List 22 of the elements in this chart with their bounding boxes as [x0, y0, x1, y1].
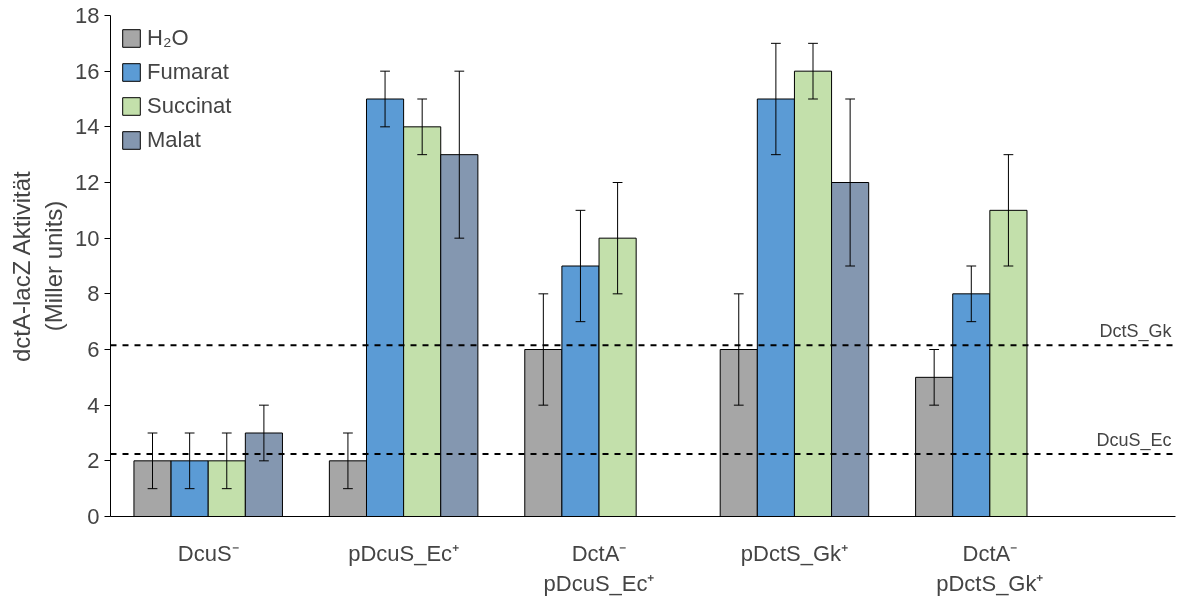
x-tick-label: DcuS⁻	[177, 540, 239, 566]
y-tick-label: 18	[75, 3, 100, 28]
x-tick-label: pDcuS_Ec⁺	[348, 540, 460, 566]
y-tick-label: 8	[87, 281, 100, 307]
y-tick-label: 16	[75, 58, 100, 84]
y-axis-title: dctA-lacZ Aktivität (Miller units)	[7, 170, 68, 363]
legend-label: Succinat	[147, 93, 232, 119]
y-tick-label: 2	[87, 448, 100, 474]
legend-label: H₂O	[147, 25, 189, 51]
y-tick-label: 4	[87, 392, 100, 418]
y-tick-label: 6	[87, 337, 100, 362]
legend-label: Fumarat	[147, 59, 229, 85]
y-tick-label: 12	[75, 170, 100, 195]
y-tick-label: 10	[75, 225, 100, 251]
legend-label: Malat	[147, 127, 201, 153]
x-tick-label: DctA⁻ pDcuS_Ec⁺	[543, 540, 655, 596]
ref-line-label: DctS_Gk	[1099, 321, 1173, 343]
x-tick-label: DctA⁻ pDctS_Gk⁺	[936, 540, 1044, 596]
y-tick-label: 0	[87, 504, 100, 529]
x-tick-label: pDctS_Gk⁺	[740, 540, 849, 566]
y-tick-label: 14	[75, 114, 100, 140]
ref-line-label: DcuS_Ec	[1096, 429, 1172, 451]
